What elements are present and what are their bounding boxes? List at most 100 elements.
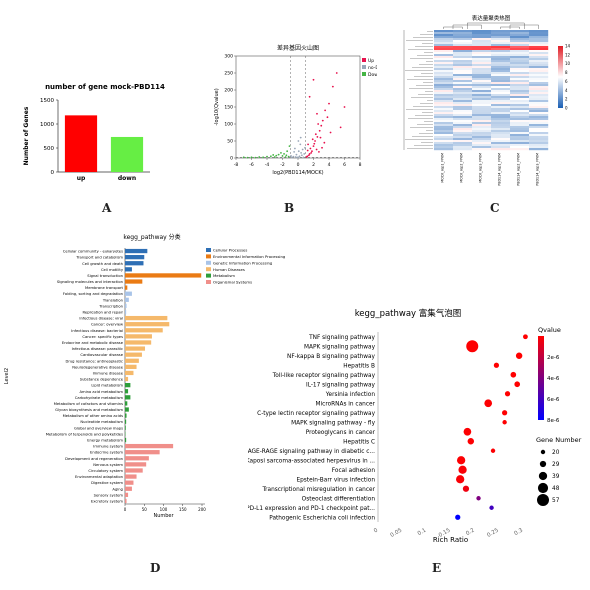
- heatmap-cell: [491, 88, 511, 91]
- point-Down: [288, 145, 291, 147]
- heatmap-cell: [472, 112, 492, 115]
- heatmap-cell: [529, 86, 549, 89]
- heatmap-cell: [510, 116, 530, 119]
- heatmap-cell: [529, 74, 549, 77]
- legend-swatch: [206, 280, 211, 284]
- point-Down: [242, 156, 245, 159]
- heatmap-cell: [491, 46, 511, 49]
- heatmap-cell: [453, 100, 473, 103]
- heatmap-cell: [510, 64, 530, 67]
- bubble: [489, 505, 494, 510]
- y-axis-label: Level2: [4, 368, 10, 384]
- heatmap-cell: [529, 96, 549, 99]
- heatmap-cell: [529, 140, 549, 143]
- heatmap-cell: [434, 60, 454, 63]
- heatmap-cell: [491, 108, 511, 111]
- category-label: Immune disease: [93, 371, 124, 375]
- heatmap-cell: [472, 74, 492, 77]
- bar: [125, 370, 134, 376]
- size-legend-label: 20: [552, 450, 560, 456]
- heatmap-cell: [453, 38, 473, 41]
- bar: [125, 285, 128, 290]
- point-Up: [323, 141, 326, 144]
- heatmap-cell: [472, 82, 492, 85]
- x-tick-label: 0.25: [486, 527, 500, 539]
- size-legend-label: 39: [552, 474, 560, 480]
- bubble: [463, 427, 472, 436]
- heatmap-cell: [453, 130, 473, 133]
- heatmap-cell: [529, 132, 549, 135]
- heatmap-cell: [510, 54, 530, 57]
- heatmap-cell: [491, 66, 511, 69]
- heatmap-cell: [510, 98, 530, 101]
- heatmap-cell: [434, 84, 454, 87]
- heatmap-cell: [529, 38, 549, 41]
- x-tick-label: 0.05: [390, 527, 404, 539]
- chart-title: 差异基因火山图: [277, 44, 319, 52]
- point-Up: [314, 133, 317, 136]
- point-no-DEGS: [304, 146, 306, 149]
- pathway-label: MicroRNAs in cancer: [316, 401, 376, 407]
- heatmap-cell: [491, 54, 511, 57]
- point-Up: [316, 136, 319, 138]
- heatmap-cell: [453, 72, 473, 75]
- point-Down: [285, 154, 288, 157]
- y-tick-label: 50: [227, 139, 233, 145]
- point-no-DEGS: [300, 152, 302, 154]
- bar: [125, 376, 129, 382]
- heatmap-cell: [510, 50, 530, 53]
- heatmap-cell: [491, 40, 511, 43]
- bar: [125, 279, 143, 284]
- point-no-DEGS: [303, 153, 306, 155]
- point-Up: [311, 150, 313, 153]
- heatmap-cell: [434, 74, 454, 77]
- heatmap-cell: [491, 34, 511, 37]
- pathway-label: Hepatitis B: [343, 363, 375, 369]
- heatmap-cell: [453, 74, 473, 77]
- heatmap-cell: [434, 48, 454, 51]
- bar: [125, 413, 127, 418]
- category-label: Metabolism of terpenoids and polyketides: [46, 432, 123, 436]
- heatmap-cell: [529, 30, 549, 33]
- point-no-DEGS: [299, 136, 302, 139]
- legend-label: Environmental Information Processing: [213, 254, 286, 259]
- point-Up: [306, 149, 309, 152]
- heatmap-cell: [453, 120, 473, 123]
- bar: [125, 395, 131, 400]
- heatmap-cell: [529, 108, 549, 111]
- x-tick-label: -4: [265, 162, 270, 168]
- heatmap-cell: [491, 146, 511, 149]
- point-no-DEGS: [294, 156, 297, 158]
- heatmap-cell: [434, 110, 454, 113]
- bubble: [467, 438, 475, 445]
- category-label: Immune system: [93, 445, 123, 449]
- category-label: Nucleotide metabolism: [80, 420, 123, 424]
- heatmap-cell: [529, 142, 549, 145]
- category-label: Cell growth and death: [82, 262, 123, 266]
- heatmap-cell: [491, 78, 511, 81]
- category-label: Infectious disease: parasitic: [72, 347, 123, 351]
- heatmap-cell: [434, 138, 454, 141]
- x-tick-label: 150: [179, 507, 187, 512]
- category-label: Development and regeneration: [65, 457, 124, 461]
- bubble: [456, 456, 466, 465]
- heatmap-cell: [472, 136, 492, 139]
- pathway-label: Focal adhesion: [332, 468, 376, 474]
- heatmap-cell: [529, 80, 549, 83]
- heatmap-cell: [491, 96, 511, 99]
- heatmap-cell: [453, 86, 473, 89]
- pathway-label: Osteoclast differentiation: [302, 496, 376, 502]
- bar: [125, 474, 137, 479]
- heatmap-cell: [529, 64, 549, 67]
- heatmap-cell: [434, 134, 454, 137]
- heatmap-cell: [472, 110, 492, 113]
- point-Up: [328, 102, 330, 105]
- heatmap-cell: [453, 64, 473, 67]
- heatmap-cell: [529, 46, 549, 49]
- size-legend-label: 57: [552, 498, 560, 504]
- heatmap-cell: [510, 82, 530, 85]
- heatmap-cell: [529, 136, 549, 139]
- pathway-label: MAPK signaling pathway - fly: [291, 420, 375, 426]
- heatmap-cell: [529, 34, 549, 37]
- bar: [125, 437, 127, 443]
